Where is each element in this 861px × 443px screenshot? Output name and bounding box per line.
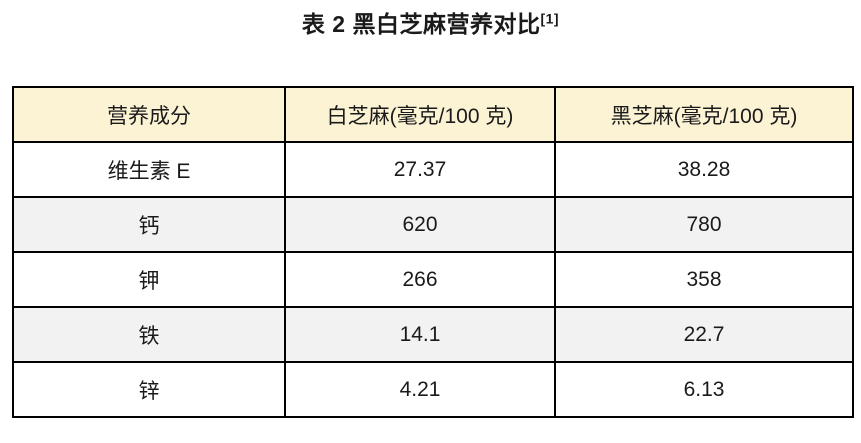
column-header-black-sesame: 黑芝麻(毫克/100 克) (554, 86, 854, 143)
table-title-text: 表 2 黑白芝麻营养对比 (301, 11, 541, 37)
citation-superscript: [1] (540, 10, 560, 27)
white-sesame-value: 27.37 (284, 141, 556, 198)
white-sesame-value: 266 (284, 251, 556, 308)
column-header-nutrient: 营养成分 (12, 86, 286, 143)
nutrition-comparison-table: 营养成分 白芝麻(毫克/100 克) 黑芝麻(毫克/100 克) 维生素 E 2… (12, 86, 854, 418)
table-row-iron: 铁 14.1 22.7 (12, 306, 854, 363)
table-row-zinc: 锌 4.21 6.13 (12, 361, 854, 418)
nutrient-name: 维生素 E (12, 141, 286, 198)
nutrient-name: 铁 (12, 306, 286, 363)
black-sesame-value: 6.13 (554, 361, 854, 418)
table-row-vitamin-e: 维生素 E 27.37 38.28 (12, 141, 854, 198)
white-sesame-value: 620 (284, 196, 556, 253)
white-sesame-value: 4.21 (284, 361, 556, 418)
nutrient-name: 锌 (12, 361, 286, 418)
nutrient-name: 钙 (12, 196, 286, 253)
table-row-calcium: 钙 620 780 (12, 196, 854, 253)
black-sesame-value: 38.28 (554, 141, 854, 198)
black-sesame-value: 358 (554, 251, 854, 308)
nutrient-name: 钾 (12, 251, 286, 308)
column-header-white-sesame: 白芝麻(毫克/100 克) (284, 86, 556, 143)
black-sesame-value: 22.7 (554, 306, 854, 363)
table-header-row: 营养成分 白芝麻(毫克/100 克) 黑芝麻(毫克/100 克) (12, 86, 854, 143)
white-sesame-value: 14.1 (284, 306, 556, 363)
table-title: 表 2 黑白芝麻营养对比[1] (0, 8, 861, 40)
table-row-potassium: 钾 266 358 (12, 251, 854, 308)
black-sesame-value: 780 (554, 196, 854, 253)
